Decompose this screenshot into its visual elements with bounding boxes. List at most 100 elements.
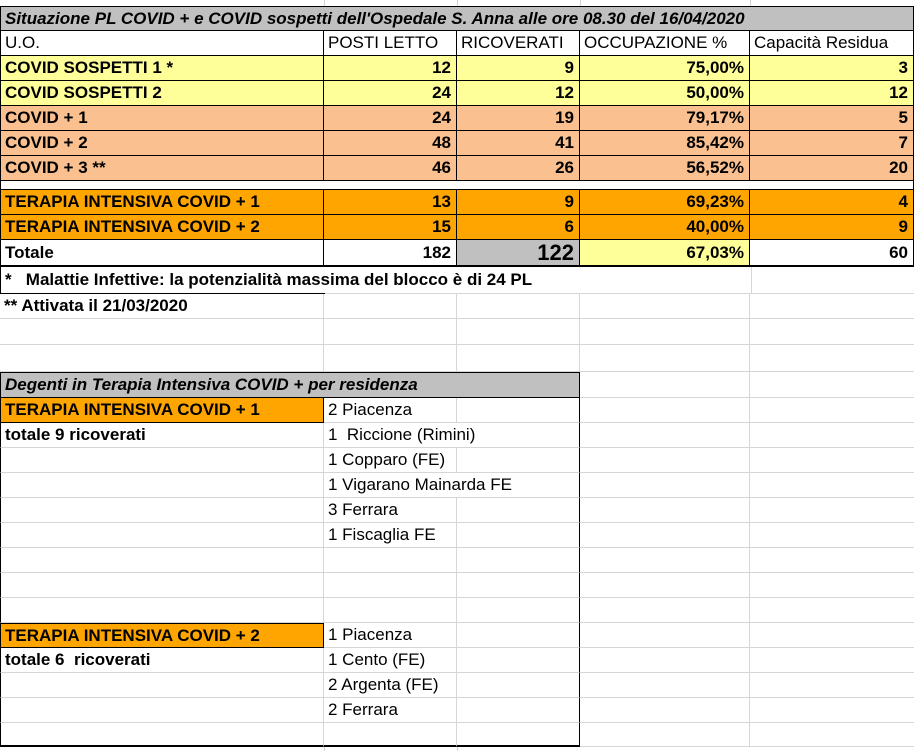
cell-empty — [0, 598, 324, 623]
cell-uo: COVID + 3 ** — [0, 156, 324, 181]
cell-totale-occupazione: 67,03% — [580, 240, 750, 267]
cell-empty — [457, 698, 580, 723]
header-posti-letto: POSTI LETTO — [324, 31, 457, 56]
residence-row: 3 Ferrara — [0, 498, 914, 523]
table-row-covid-1: COVID + 1 24 19 79,17% 5 — [0, 106, 914, 131]
cell-uo: COVID SOSPETTI 2 — [0, 81, 324, 106]
cell-posti-letto: 12 — [324, 56, 457, 81]
cell-capacita-residua: 9 — [750, 215, 914, 240]
cell-empty — [580, 473, 750, 498]
cell-posti-letto: 13 — [324, 190, 457, 215]
cell-posti-letto: 48 — [324, 131, 457, 156]
cell-empty — [580, 523, 750, 548]
cell-residence: 1 Vigarano Mainarda FE — [324, 473, 512, 498]
cell-empty — [324, 548, 457, 573]
cell-empty — [750, 698, 914, 723]
cell-empty — [750, 648, 914, 673]
residence-table-header: Degenti in Terapia Intensiva COVID + per… — [0, 372, 914, 398]
notes-section: * Malattie Infettive: la potenzialità ma… — [0, 267, 914, 372]
residence-table: Degenti in Terapia Intensiva COVID + per… — [0, 372, 914, 747]
cell-empty — [457, 723, 580, 747]
cell-ricoverati: 9 — [457, 56, 580, 81]
table-row-covid-3: COVID + 3 ** 46 26 56,52% 20 — [0, 156, 914, 181]
cell-empty — [580, 345, 750, 372]
cell-totale-posti-letto: 182 — [324, 240, 457, 267]
title-row: Situazione PL COVID + e COVID sospetti d… — [0, 6, 914, 31]
cell-empty — [580, 548, 750, 573]
cell-empty — [750, 573, 914, 598]
cell-group-label: TERAPIA INTENSIVA COVID + 1 — [0, 398, 324, 423]
cell-residence: 2 Ferrara — [324, 698, 457, 723]
cell-empty — [457, 448, 580, 473]
cell-ricoverati: 9 — [457, 190, 580, 215]
cell-occupazione: 40,00% — [580, 215, 750, 240]
header-capacita-residua: Capacità Residua — [750, 31, 914, 56]
cell-empty — [580, 648, 750, 673]
residence-row: 1 Fiscaglia FE — [0, 523, 914, 548]
cell-posti-letto: 24 — [324, 81, 457, 106]
cell-empty — [0, 473, 324, 498]
occupancy-table: Situazione PL COVID + e COVID sospetti d… — [0, 6, 914, 267]
cell-empty — [457, 573, 580, 598]
cell-occupazione: 56,52% — [580, 156, 750, 181]
cell-empty — [580, 398, 750, 423]
cell-residence: 1 Piacenza — [324, 623, 457, 648]
cell-empty — [457, 473, 580, 498]
cell-ricoverati: 12 — [457, 81, 580, 106]
cell-totale-label: Totale — [0, 240, 324, 267]
empty-grid-row — [0, 723, 914, 747]
table-row-totale: Totale 182 122 67,03% 60 — [0, 240, 914, 267]
footnote-malattie-infettive: * Malattie Infettive: la potenzialità ma… — [1, 267, 914, 294]
table-row-covid-2: COVID + 2 48 41 85,42% 7 — [0, 131, 914, 156]
cell-empty — [457, 673, 580, 698]
cell-empty — [750, 598, 914, 623]
cell-empty — [750, 372, 914, 398]
footnote-row-2: ** Attivata il 21/03/2020 — [0, 294, 914, 319]
gridline — [751, 267, 752, 294]
cell-posti-letto: 24 — [324, 106, 457, 131]
empty-grid-row — [0, 598, 914, 623]
cell-empty — [0, 345, 324, 372]
cell-residence: 2 Piacenza — [324, 398, 457, 423]
residence-table-title: Degenti in Terapia Intensiva COVID + per… — [0, 372, 580, 398]
cell-empty — [750, 423, 914, 448]
cell-empty — [580, 723, 750, 747]
cell-empty — [324, 345, 457, 372]
cell-empty — [457, 498, 580, 523]
residence-row: TERAPIA INTENSIVA COVID + 1 2 Piacenza — [0, 398, 914, 423]
cell-empty — [580, 598, 750, 623]
cell-residence: 1 Cento (FE) — [324, 648, 457, 673]
cell-capacita-residua: 7 — [750, 131, 914, 156]
cell-occupazione: 75,00% — [580, 56, 750, 81]
cell-capacita-residua: 4 — [750, 190, 914, 215]
cell-empty — [0, 673, 324, 698]
cell-empty — [750, 398, 914, 423]
cell-posti-letto: 15 — [324, 215, 457, 240]
cell-empty — [324, 723, 457, 747]
cell-group-subtotal: totale 9 ricoverati — [0, 423, 324, 448]
cell-empty — [0, 319, 324, 345]
cell-empty — [457, 598, 580, 623]
cell-empty — [0, 448, 324, 473]
cell-empty — [0, 573, 324, 598]
cell-empty — [457, 648, 580, 673]
table-row-terapia-intensiva-1: TERAPIA INTENSIVA COVID + 1 13 9 69,23% … — [0, 190, 914, 215]
spacer-row — [0, 181, 914, 190]
cell-residence: 1 Fiscaglia FE — [324, 523, 457, 548]
footnote-attivata: ** Attivata il 21/03/2020 — [0, 294, 324, 319]
cell-ricoverati: 6 — [457, 215, 580, 240]
cell-empty — [0, 723, 324, 747]
empty-grid-row — [0, 319, 914, 345]
header-ricoverati: RICOVERATI — [457, 31, 580, 56]
cell-capacita-residua: 5 — [750, 106, 914, 131]
table-row-terapia-intensiva-2: TERAPIA INTENSIVA COVID + 2 15 6 40,00% … — [0, 215, 914, 240]
cell-empty — [750, 345, 914, 372]
cell-uo: COVID SOSPETTI 1 * — [0, 56, 324, 81]
footnote-row-1: * Malattie Infettive: la potenzialità ma… — [0, 267, 914, 294]
cell-empty — [750, 548, 914, 573]
empty-grid-row — [0, 345, 914, 372]
cell-totale-ricoverati: 122 — [457, 240, 580, 267]
cell-capacita-residua: 3 — [750, 56, 914, 81]
cell-empty — [750, 673, 914, 698]
cell-empty — [457, 423, 580, 448]
